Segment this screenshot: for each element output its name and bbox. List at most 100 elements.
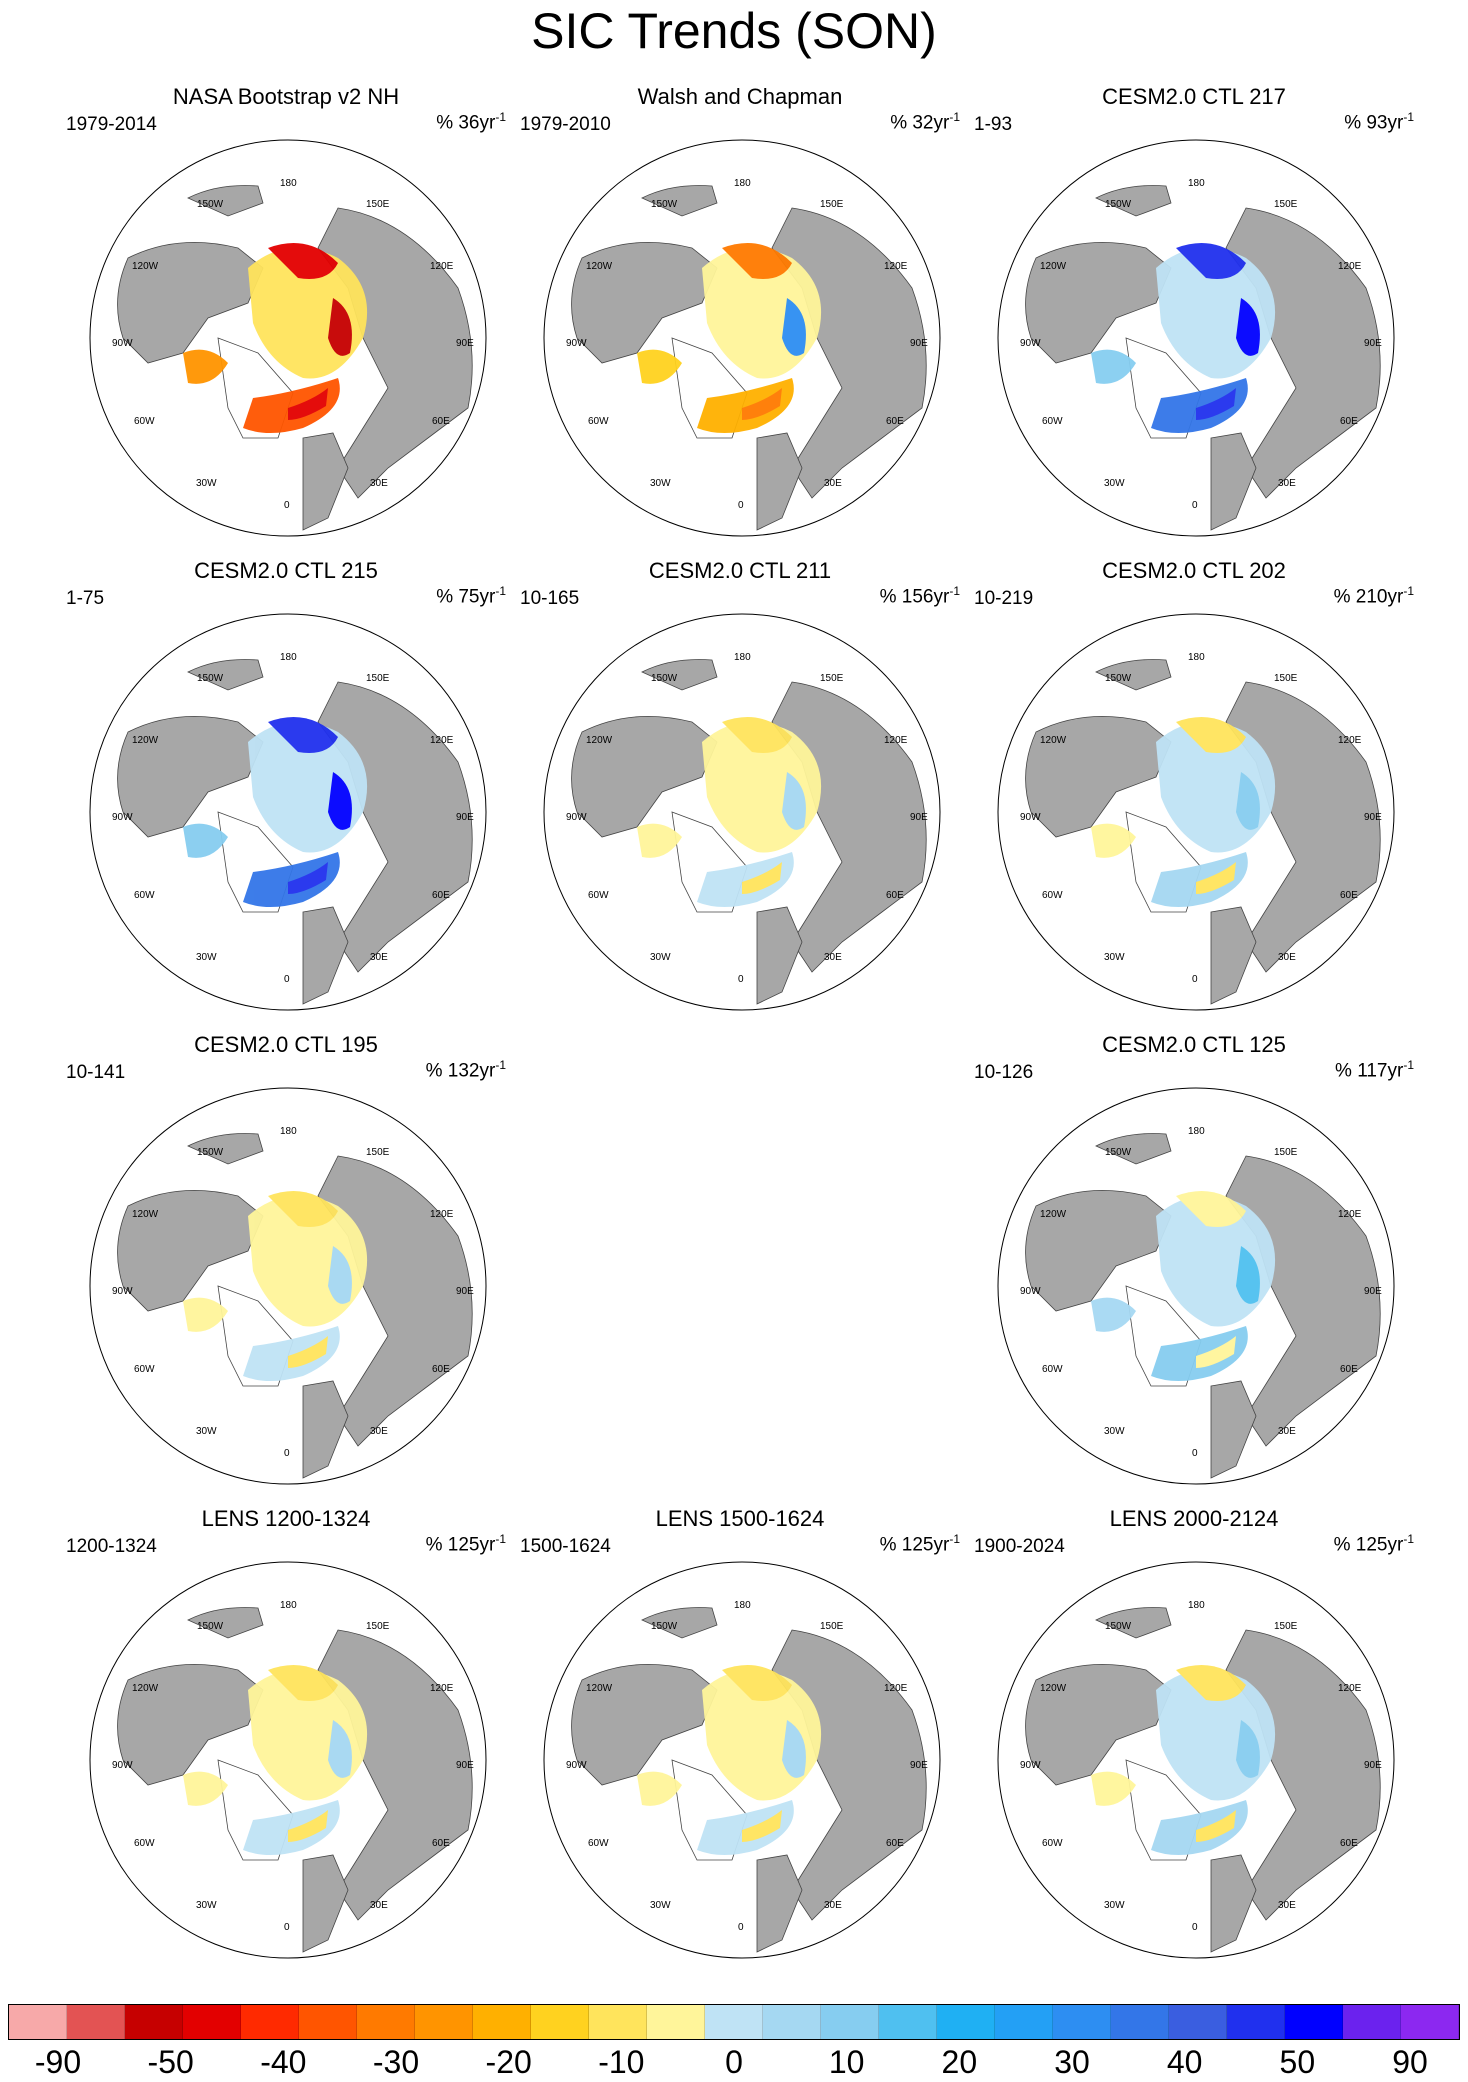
polar-map [89, 1087, 487, 1485]
colorbar-tick-label: 40 [1166, 2044, 1203, 2080]
longitude-label: 120E [884, 735, 908, 746]
panel-years: 10-141 [66, 1062, 126, 1083]
longitude-label: 60E [432, 416, 450, 427]
longitude-label: 180 [280, 652, 297, 663]
longitude-label: 60E [886, 1838, 904, 1849]
colorbar-tick-label: 10 [828, 2044, 865, 2080]
colorbar-segment [1169, 2005, 1227, 2039]
colorbar-tick-label: -50 [147, 2044, 194, 2080]
colorbar-segment [183, 2005, 241, 2039]
map-panel: LENS 2000-2124 1900-2024 % 125yr-1 180 15… [974, 1506, 1414, 1959]
panel-years: 1979-2010 [520, 114, 611, 135]
longitude-label: 30W [1104, 1900, 1125, 1911]
longitude-label: 90W [112, 338, 133, 349]
colorbar-segment [241, 2005, 299, 2039]
longitude-label: 90E [456, 812, 474, 823]
panel-years: 10-219 [974, 588, 1034, 609]
longitude-label: 30W [650, 952, 671, 963]
longitude-label: 120E [430, 735, 454, 746]
colorbar-tick-label: 20 [941, 2044, 978, 2080]
longitude-label: 60W [134, 1838, 155, 1849]
sea-ice-trend-field [183, 1665, 368, 1855]
longitude-label: 60E [432, 1838, 450, 1849]
longitude-label: 0 [1192, 974, 1198, 985]
sea-ice-trend-field [183, 717, 368, 907]
longitude-label: 60E [1340, 1364, 1358, 1375]
panel-title: CESM2.0 CTL 202 [1102, 558, 1286, 583]
colorbar-segment [647, 2005, 705, 2039]
panel-years: 1200-1324 [66, 1536, 157, 1557]
longitude-label: 150E [820, 1621, 844, 1632]
longitude-label: 180 [1188, 652, 1205, 663]
longitude-label: 0 [284, 500, 290, 511]
longitude-label: 30E [1278, 1426, 1296, 1437]
longitude-label: 180 [1188, 178, 1205, 189]
longitude-label: 150W [197, 1147, 224, 1158]
longitude-label: 90E [1364, 812, 1382, 823]
chart-title: SIC Trends (SON) [531, 3, 937, 59]
sea-ice-trend-field [1091, 1665, 1276, 1855]
panel-title: CESM2.0 CTL 195 [194, 1032, 378, 1057]
longitude-label: 150E [366, 673, 390, 684]
colorbar-labels: -90 -50 -40 -30 -20 -10 0 10 20 30 40 50 90 [8, 2044, 1460, 2082]
longitude-label: 180 [1188, 1126, 1205, 1137]
longitude-label: 90W [1020, 1760, 1041, 1771]
colorbar-tick-label: 30 [1054, 2044, 1090, 2080]
map-panel: CESM2.0 CTL 215 1-75 % 75yr-1 180 150W 150… [66, 558, 506, 1011]
longitude-label: 150W [651, 673, 678, 684]
longitude-label: 120E [430, 261, 454, 272]
colorbar-tick-label: 50 [1279, 2044, 1316, 2080]
longitude-label: 120W [132, 735, 159, 746]
colorbar-segment [937, 2005, 995, 2039]
colorbar-segment [415, 2005, 473, 2039]
longitude-label: 120E [430, 1683, 454, 1694]
longitude-label: 30W [1104, 1426, 1125, 1437]
longitude-label: 90E [456, 1760, 474, 1771]
longitude-label: 150W [1105, 673, 1132, 684]
polar-map [89, 139, 487, 537]
longitude-label: 90W [112, 1286, 133, 1297]
longitude-label: 30E [824, 1900, 842, 1911]
longitude-label: 30W [1104, 478, 1125, 489]
longitude-label: 150W [1105, 1621, 1132, 1632]
colorbar-segment [763, 2005, 821, 2039]
longitude-label: 60W [1042, 1364, 1063, 1375]
longitude-label: 0 [738, 974, 744, 985]
colorbar-segment [1285, 2005, 1343, 2039]
longitude-label: 90W [1020, 812, 1041, 823]
colorbar-segment [1343, 2005, 1401, 2039]
longitude-label: 60E [1340, 1838, 1358, 1849]
longitude-label: 180 [734, 178, 751, 189]
longitude-label: 90E [1364, 338, 1382, 349]
colorbar-segment [1401, 2005, 1459, 2039]
panel-trend-unit: % 75yr-1 [436, 584, 506, 608]
colorbar-tick-label: -40 [260, 2044, 307, 2080]
panel-trend-unit: % 210yr-1 [1333, 584, 1414, 608]
longitude-label: 60W [134, 416, 155, 427]
panel-years: 1900-2024 [974, 1536, 1065, 1557]
longitude-label: 90W [112, 812, 133, 823]
colorbar-segment [879, 2005, 937, 2039]
longitude-label: 120W [132, 1683, 159, 1694]
longitude-label: 150E [366, 199, 390, 210]
longitude-label: 150W [197, 673, 224, 684]
colorbar-segment [995, 2005, 1053, 2039]
map-panel: CESM2.0 CTL 125 10-126 % 117yr-1 180 150W… [974, 1032, 1414, 1485]
longitude-label: 60W [134, 890, 155, 901]
longitude-label: 30E [370, 1426, 388, 1437]
map-panel: CESM2.0 CTL 217 1-93 % 93yr-1 180 150W 150… [974, 84, 1414, 537]
longitude-label: 120W [132, 1209, 159, 1220]
colorbar-segment [1111, 2005, 1169, 2039]
longitude-label: 0 [1192, 500, 1198, 511]
sea-ice-trend-field [183, 1191, 368, 1381]
map-panel: Walsh and Chapman 1979-2010 % 32yr-1 180… [520, 84, 960, 537]
longitude-label: 30W [196, 1900, 217, 1911]
longitude-label: 0 [284, 974, 290, 985]
longitude-label: 30E [370, 1900, 388, 1911]
panel-title: CESM2.0 CTL 211 [648, 558, 832, 583]
longitude-label: 30E [370, 952, 388, 963]
panel-trend-unit: % 93yr-1 [1344, 110, 1414, 134]
panel-title: LENS 2000-2124 [1109, 1506, 1279, 1531]
panel-title: LENS 1500-1624 [655, 1506, 825, 1531]
longitude-label: 60E [1340, 890, 1358, 901]
